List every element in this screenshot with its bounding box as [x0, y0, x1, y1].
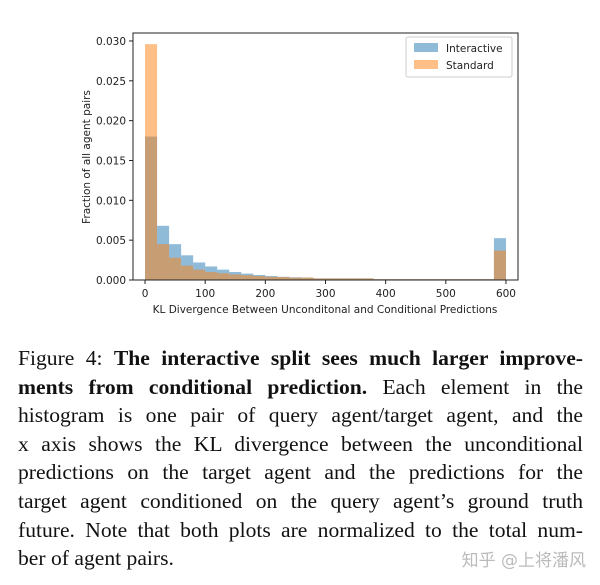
legend-label-interactive: Interactive — [446, 43, 503, 55]
bar-standard — [337, 278, 350, 280]
x-tick-label: 600 — [496, 288, 516, 300]
legend-swatch-interactive — [414, 43, 438, 52]
bar-standard — [289, 277, 302, 280]
x-axis-label: KL Divergence Between Unconditonal and C… — [153, 304, 498, 316]
watermark: 知乎 @上将潘风 — [461, 551, 586, 571]
bar-standard — [169, 257, 182, 280]
legend: Interactive Standard — [405, 36, 513, 78]
caption-bold-2: ments from conditional prediction. — [18, 374, 368, 399]
bar-standard — [145, 44, 158, 280]
bar-standard — [217, 273, 230, 280]
y-tick-label: 0.020 — [96, 116, 126, 128]
bar-standard — [301, 277, 314, 280]
y-tick-label: 0.005 — [96, 235, 126, 247]
y-tick-label: 0.030 — [96, 36, 126, 48]
bar-standard — [241, 275, 254, 280]
bar-standard — [361, 278, 374, 280]
bar-standard — [253, 276, 266, 280]
bar-standard — [325, 278, 338, 280]
caption-label: Figure 4: — [18, 346, 103, 370]
histogram-chart: 0 100 200 300 400 500 600 0.000 0.005 0.010 0.015 0… — [81, 32, 519, 316]
y-tick-label: 0.010 — [96, 195, 126, 207]
caption-line: ber of agent pairs. — [18, 546, 174, 571]
bar-standard — [229, 274, 242, 280]
y-tick-label: 0.015 — [96, 155, 126, 167]
x-tick-label: 0 — [142, 288, 149, 300]
legend-swatch-standard — [414, 60, 438, 69]
bar-standard — [157, 244, 170, 280]
caption-line: predictions on the target agent and the … — [18, 460, 583, 485]
bar-standard — [181, 265, 194, 280]
figure-caption: Figure 4: The interactive split sees muc… — [18, 344, 583, 573]
caption-line: x axis shows the KL divergence between t… — [18, 431, 583, 456]
y-axis-label: Fraction of all agent pairs — [81, 90, 93, 224]
legend-label-standard: Standard — [446, 60, 494, 72]
bar-standard — [205, 272, 218, 280]
bar-standard — [277, 276, 290, 280]
x-tick-label: 200 — [255, 288, 275, 300]
x-tick-label: 400 — [376, 288, 396, 300]
caption-line: target agent conditioned on the query ag… — [18, 488, 583, 513]
caption-bold-1: The interactive split sees much larger i… — [113, 346, 583, 370]
bar-standard — [193, 269, 206, 280]
bar-standard — [493, 250, 506, 280]
y-tick-label: 0.025 — [96, 76, 126, 88]
bar-standard — [313, 278, 326, 280]
caption-line: histogram is one pair of query agent/tar… — [18, 403, 583, 428]
caption-text: Each element in the — [382, 374, 584, 399]
x-tick-label: 100 — [195, 288, 215, 300]
y-tick-label: 0.000 — [96, 275, 126, 287]
x-tick-label: 300 — [315, 288, 335, 300]
bar-standard — [265, 276, 278, 280]
bar-standard — [349, 278, 362, 280]
caption-line: future. Note that both plots are normali… — [18, 517, 583, 542]
x-tick-label: 500 — [436, 288, 456, 300]
